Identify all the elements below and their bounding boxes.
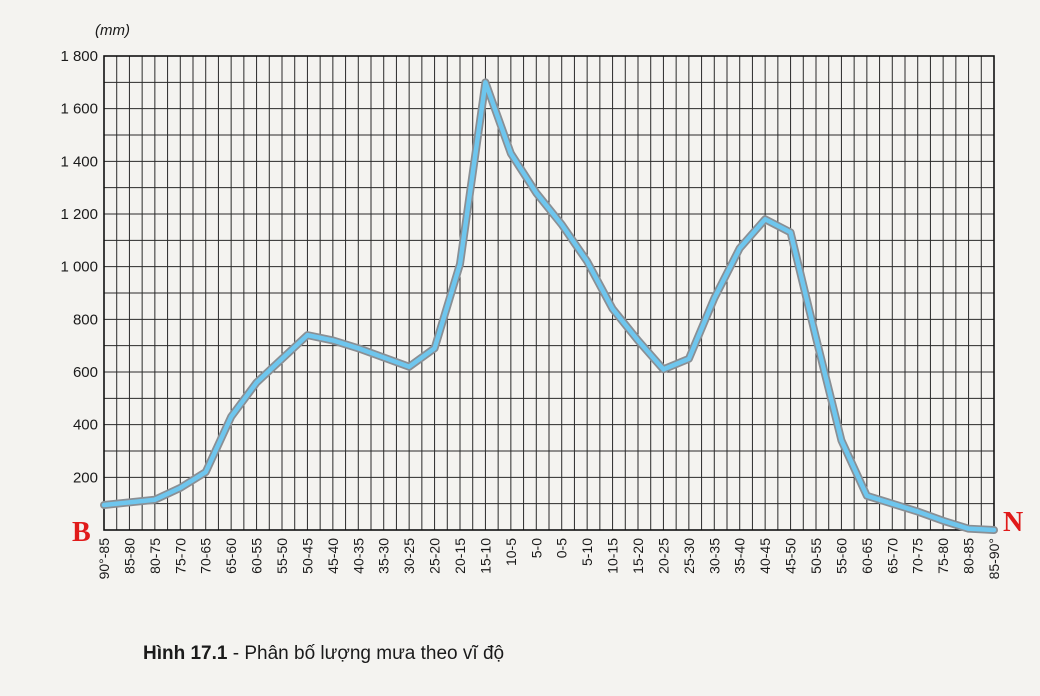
- data-point: [814, 336, 818, 339]
- x-tick-label: 70-65: [198, 538, 214, 574]
- plot-frame: [103, 55, 995, 531]
- data-point: [713, 297, 716, 300]
- x-tick-label: 35-40: [732, 538, 748, 574]
- right-end-label-south: N: [1003, 507, 1023, 538]
- data-point: [357, 347, 360, 350]
- x-tick-label: 30-25: [401, 538, 417, 574]
- x-tick-label: 0-5: [554, 538, 570, 558]
- x-tick-label: 55-50: [274, 538, 290, 574]
- x-tick-label: 75-70: [172, 538, 188, 574]
- y-axis-unit: (mm): [95, 22, 130, 39]
- data-point: [636, 339, 640, 342]
- y-tick-label: 800: [73, 311, 98, 328]
- figure-caption-text: - Phân bố lượng mưa theo vĩ độ: [227, 643, 505, 664]
- data-point: [840, 439, 843, 442]
- y-tick-label: 200: [73, 469, 98, 486]
- x-tick-label: 45-50: [783, 538, 799, 574]
- data-point: [560, 223, 563, 226]
- data-point: [967, 527, 970, 530]
- x-tick-label: 55-60: [833, 538, 849, 574]
- x-tick-label: 75-80: [935, 538, 951, 574]
- data-point: [458, 262, 462, 266]
- x-tick-label: 5-0: [528, 538, 544, 558]
- y-tick-label: 400: [73, 417, 98, 434]
- x-tick-label: 40-35: [350, 538, 366, 574]
- x-tick-label: 80-75: [147, 538, 163, 574]
- data-point: [687, 357, 691, 361]
- x-tick-label: 20-15: [452, 538, 468, 574]
- x-tick-label: 65-60: [223, 538, 239, 574]
- x-tick-label: 70-75: [910, 538, 926, 574]
- x-tick-label: 5-10: [579, 538, 595, 566]
- x-tick-label: 25-20: [427, 538, 443, 574]
- data-point: [738, 247, 741, 250]
- x-tick-label: 10-15: [605, 538, 621, 574]
- data-point: [280, 357, 284, 361]
- x-tick-label: 65-70: [884, 538, 900, 574]
- x-tick-label: 35-30: [376, 538, 392, 574]
- x-tick-label: 45-40: [325, 538, 341, 574]
- data-point: [763, 218, 767, 221]
- data-point: [891, 502, 894, 505]
- x-axis-ticks: 90°-85 85-80 80-75 75-70 70-65 65-60 60-55 55-5…: [96, 538, 1002, 580]
- y-tick-label: 1 400: [60, 153, 98, 170]
- data-point: [306, 333, 309, 337]
- data-point: [585, 260, 589, 263]
- x-tick-label: 30-35: [706, 538, 722, 574]
- x-tick-label: 15-10: [477, 538, 493, 574]
- x-tick-label: 80-85: [961, 538, 977, 574]
- figure-caption: Hình 17.1 - Phân bố lượng mưa theo vĩ độ: [143, 643, 504, 665]
- x-tick-label: 50-45: [299, 538, 315, 574]
- y-tick-label: 1 000: [60, 259, 98, 276]
- y-tick-label: 1 600: [60, 101, 98, 118]
- series-line: [101, 80, 997, 533]
- x-tick-label: 10-5: [503, 538, 519, 566]
- x-tick-label: 60-65: [859, 538, 875, 574]
- y-tick-label: 1 800: [60, 48, 98, 65]
- data-point: [204, 470, 207, 474]
- data-point: [153, 498, 157, 501]
- data-point: [611, 307, 614, 310]
- data-point: [433, 347, 436, 350]
- data-point: [255, 381, 258, 384]
- x-tick-label: 40-45: [757, 538, 773, 574]
- figure-number: Hình 17.1: [143, 643, 228, 664]
- y-tick-label: 1 200: [60, 206, 98, 223]
- data-point: [992, 528, 996, 532]
- data-point: [865, 494, 869, 497]
- data-point: [941, 519, 945, 522]
- data-point: [331, 339, 335, 342]
- data-point: [509, 152, 513, 155]
- data-point: [916, 510, 919, 513]
- left-end-label-north: B: [72, 517, 91, 548]
- x-tick-label: 60-55: [249, 538, 265, 574]
- y-axis-ticks: 1 800 1 600 1 400 1 200 1 000 800 600 400 200: [60, 48, 98, 486]
- data-point: [789, 231, 792, 234]
- data-point: [102, 503, 106, 507]
- data-point: [179, 486, 182, 490]
- x-tick-label: 20-25: [655, 538, 671, 574]
- x-tick-label: 85-80: [121, 538, 137, 574]
- x-tick-label: 85-90°: [986, 538, 1002, 579]
- rainfall-series: [100, 78, 998, 534]
- data-point: [229, 415, 233, 418]
- y-tick-label: 600: [73, 364, 98, 381]
- data-point: [484, 81, 487, 84]
- data-point: [407, 365, 411, 368]
- data-point: [662, 368, 665, 371]
- x-tick-label: 50-55: [808, 538, 824, 574]
- data-point: [535, 191, 538, 195]
- chart-grid: [103, 55, 995, 531]
- x-tick-label: 25-30: [681, 538, 697, 574]
- x-tick-label: 15-20: [630, 538, 646, 574]
- x-tick-label: 90°-85: [96, 538, 112, 580]
